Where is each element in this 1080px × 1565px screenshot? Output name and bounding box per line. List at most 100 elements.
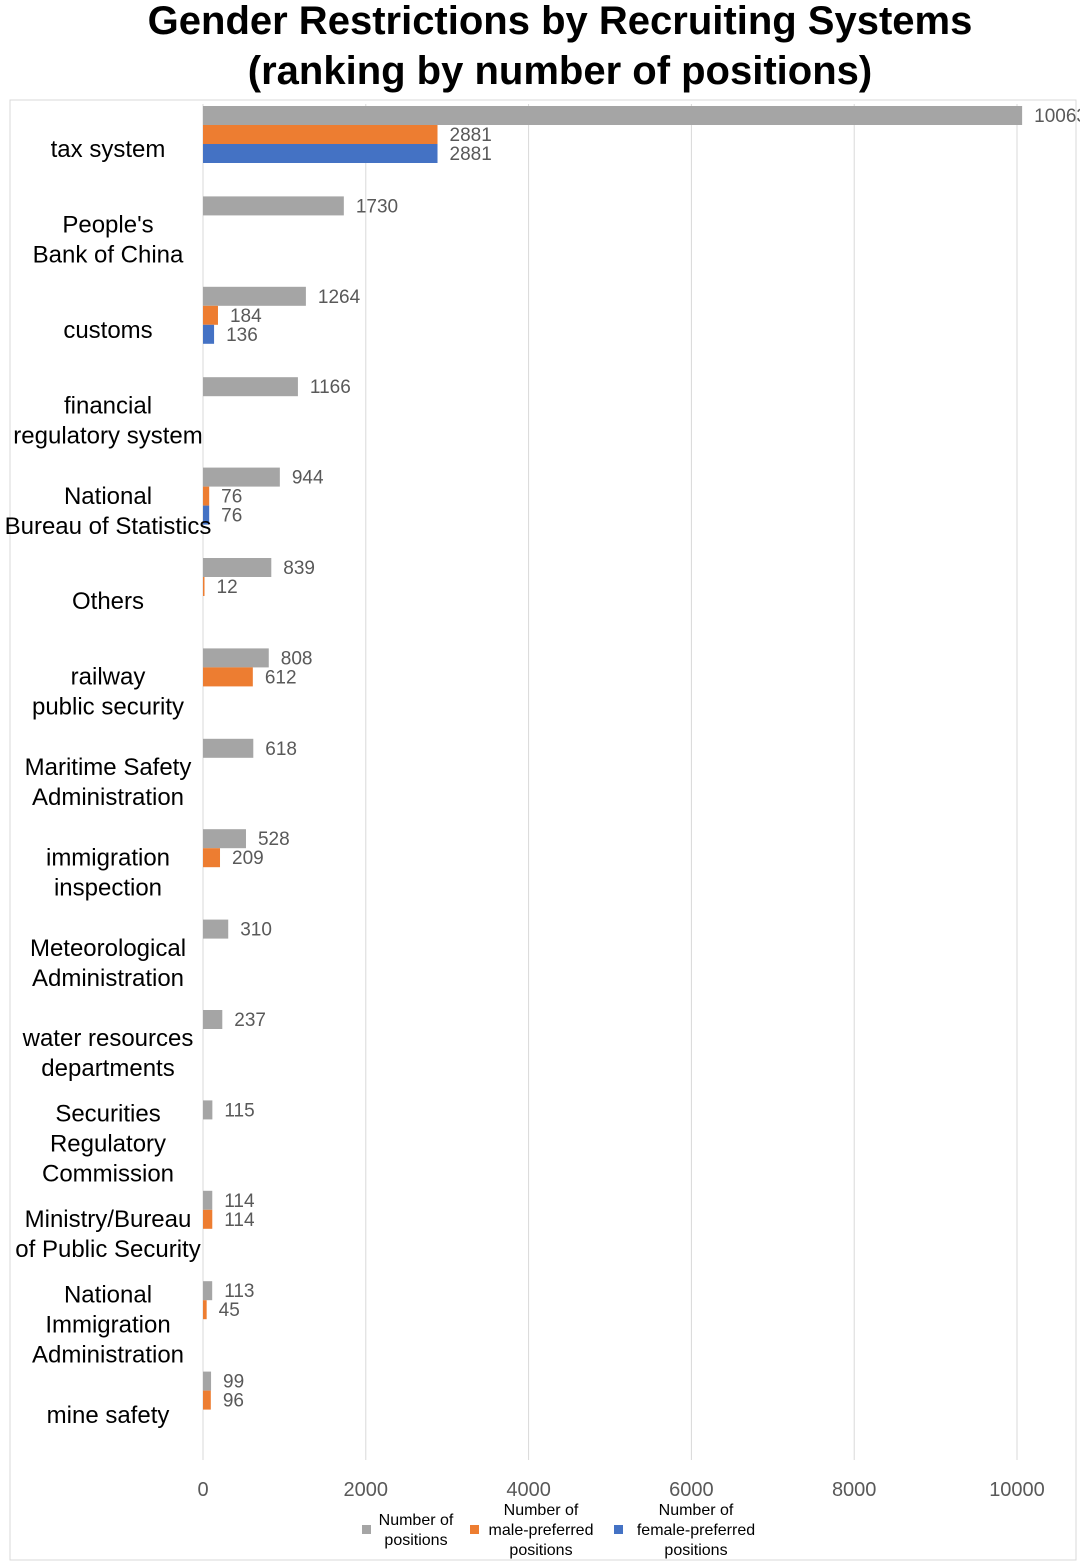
- bar-others-series-0: [203, 558, 272, 577]
- category-label-railway-public-security-0: railway: [71, 664, 146, 691]
- category-label-national-bureau-of-statistics-1: Bureau of Statistics: [5, 513, 212, 540]
- category-label-securities-regulatory-commission-1: Regulatory: [50, 1131, 166, 1158]
- data-label-securities-regulatory-commission-series-0: 115: [224, 1100, 254, 1121]
- data-label-national-bureau-of-statistics-series-2: 76: [221, 506, 242, 527]
- legend-label-0-1: positions: [384, 1532, 447, 1549]
- legend-swatch-1: [470, 1525, 479, 1534]
- category-label-immigration-inspection-1: inspection: [54, 874, 162, 901]
- bar-tax-system-series-1: [203, 125, 438, 144]
- category-label-national-immigration-administration-2: Administration: [32, 1341, 184, 1368]
- bar-financial-regulatory-system-series-0: [203, 377, 298, 397]
- x-tick-label-8000: 8000: [832, 1479, 877, 1501]
- grid-layer: [202, 104, 1018, 1460]
- data-label-people-s-bank-of-china-series-0: 1730: [356, 196, 398, 217]
- data-label-national-bureau-of-statistics-series-0: 944: [292, 468, 324, 489]
- bar-people-s-bank-of-china-series-0: [203, 196, 344, 216]
- bar-national-immigration-administration-series-0: [203, 1281, 213, 1301]
- data-label-mine-safety-series-1: 96: [223, 1391, 244, 1412]
- x-axis: 0 2000 4000 6000 8000 10000: [197, 1479, 1044, 1501]
- category-label-financial-regulatory-system-1: regulatory system: [13, 422, 202, 449]
- x-tick-label-6000: 6000: [669, 1479, 714, 1501]
- data-label-ministry-bureau-of-public-security-series-1: 114: [224, 1210, 255, 1231]
- data-label-tax-system-series-2: 2881: [450, 144, 492, 165]
- bar-tax-system-series-0: [203, 106, 1023, 125]
- data-label-others-series-1: 12: [217, 577, 238, 598]
- legend-label-1-1: male-preferred: [489, 1522, 594, 1539]
- legend-swatch-0: [362, 1525, 371, 1534]
- data-label-tax-system-series-0: 10063: [1034, 106, 1080, 127]
- category-label-national-bureau-of-statistics-0: National: [64, 483, 152, 510]
- bar-securities-regulatory-commission-series-0: [203, 1100, 213, 1120]
- legend-label-2-1: female-preferred: [637, 1522, 755, 1539]
- bar-customs-series-2: [203, 324, 215, 344]
- data-label-mine-safety-series-0: 99: [223, 1372, 244, 1393]
- plot-border: [9, 99, 1077, 1561]
- x-tick-label-4000: 4000: [506, 1479, 551, 1501]
- category-label-financial-regulatory-system-0: financial: [64, 392, 152, 419]
- data-label-customs-series-2: 136: [226, 325, 258, 346]
- category-label-customs-0: customs: [63, 317, 152, 344]
- bar-ministry-bureau-of-public-security-series-0: [203, 1190, 213, 1210]
- bar-national-bureau-of-statistics-series-0: [203, 467, 280, 487]
- data-label-immigration-inspection-series-1: 209: [232, 848, 264, 869]
- category-label-national-immigration-administration-0: National: [64, 1281, 152, 1308]
- x-tick-label-0: 0: [197, 1479, 208, 1501]
- bar-customs-series-1: [203, 305, 218, 325]
- data-label-immigration-inspection-series-0: 528: [258, 829, 290, 850]
- data-label-financial-regulatory-system-series-0: 1166: [310, 377, 351, 398]
- category-label-securities-regulatory-commission-0: Securities: [55, 1101, 160, 1128]
- bar-national-immigration-administration-series-1: [203, 1300, 207, 1320]
- category-label-national-immigration-administration-1: Immigration: [45, 1311, 170, 1338]
- legend-label-2-2: positions: [664, 1542, 727, 1559]
- category-label-maritime-safety-administration-0: Maritime Safety: [25, 754, 192, 781]
- bar-mine-safety-series-1: [203, 1390, 211, 1410]
- legend-swatch-2: [614, 1525, 623, 1534]
- chart-title-line-1: Gender Restrictions by Recruiting System…: [147, 0, 973, 43]
- category-label-others-0: Others: [72, 588, 144, 615]
- category-label-meteorological-administration-0: Meteorological: [30, 935, 186, 962]
- bar-others-series-1: [203, 577, 205, 596]
- x-tick-label-10000: 10000: [989, 1479, 1045, 1501]
- x-tick-label-2000: 2000: [344, 1479, 389, 1501]
- bar-maritime-safety-administration-series-0: [203, 738, 254, 758]
- category-label-people-s-bank-of-china-0: People's: [62, 212, 153, 239]
- bar-ministry-bureau-of-public-security-series-1: [203, 1209, 213, 1229]
- category-label-immigration-inspection-0: immigration: [46, 844, 170, 871]
- legend-label-2-0: Number of: [659, 1502, 734, 1519]
- legend: Number of positions Number of male-preferre…: [362, 1502, 755, 1559]
- data-label-customs-series-1: 184: [230, 306, 262, 327]
- bar-water-resources-departments-series-0: [203, 1010, 223, 1029]
- category-label-mine-safety-0: mine safety: [47, 1402, 170, 1429]
- data-label-national-immigration-administration-series-0: 113: [224, 1281, 254, 1302]
- legend-label-1-0: Number of: [504, 1502, 579, 1519]
- bar-customs-series-0: [203, 286, 306, 306]
- category-label-maritime-safety-administration-1: Administration: [32, 784, 184, 811]
- category-label-railway-public-security-1: public security: [32, 694, 184, 721]
- chart-title-line-2: (ranking by number of positions): [247, 49, 873, 93]
- bar-mine-safety-series-0: [203, 1371, 212, 1391]
- category-label-ministry-bureau-of-public-security-1: of Public Security: [15, 1236, 200, 1263]
- data-label-meteorological-administration-series-0: 310: [240, 920, 272, 941]
- data-label-railway-public-security-series-1: 612: [265, 667, 297, 688]
- category-label-water-resources-departments-0: water resources: [22, 1025, 194, 1052]
- category-label-water-resources-departments-1: departments: [41, 1055, 174, 1082]
- bar-national-bureau-of-statistics-series-1: [203, 486, 210, 506]
- data-label-railway-public-security-series-0: 808: [281, 648, 313, 669]
- data-label-maritime-safety-administration-series-0: 618: [265, 739, 297, 760]
- data-label-national-bureau-of-statistics-series-1: 76: [221, 487, 242, 508]
- data-label-tax-system-series-1: 2881: [450, 125, 492, 146]
- category-label-securities-regulatory-commission-2: Commission: [42, 1161, 174, 1188]
- category-label-tax-system-0: tax system: [51, 136, 166, 163]
- bar-tax-system-series-2: [203, 144, 438, 163]
- legend-label-1-2: positions: [509, 1542, 572, 1559]
- bar-national-bureau-of-statistics-series-2: [203, 505, 210, 525]
- category-label-layer: tax system People's Bank of China customs fi…: [5, 136, 212, 1429]
- bar-railway-public-security-series-0: [203, 648, 269, 668]
- bar-immigration-inspection-series-0: [203, 829, 246, 849]
- category-label-ministry-bureau-of-public-security-0: Ministry/Bureau: [25, 1206, 192, 1233]
- category-label-people-s-bank-of-china-1: Bank of China: [33, 242, 184, 269]
- legend-label-0-0: Number of: [379, 1512, 454, 1529]
